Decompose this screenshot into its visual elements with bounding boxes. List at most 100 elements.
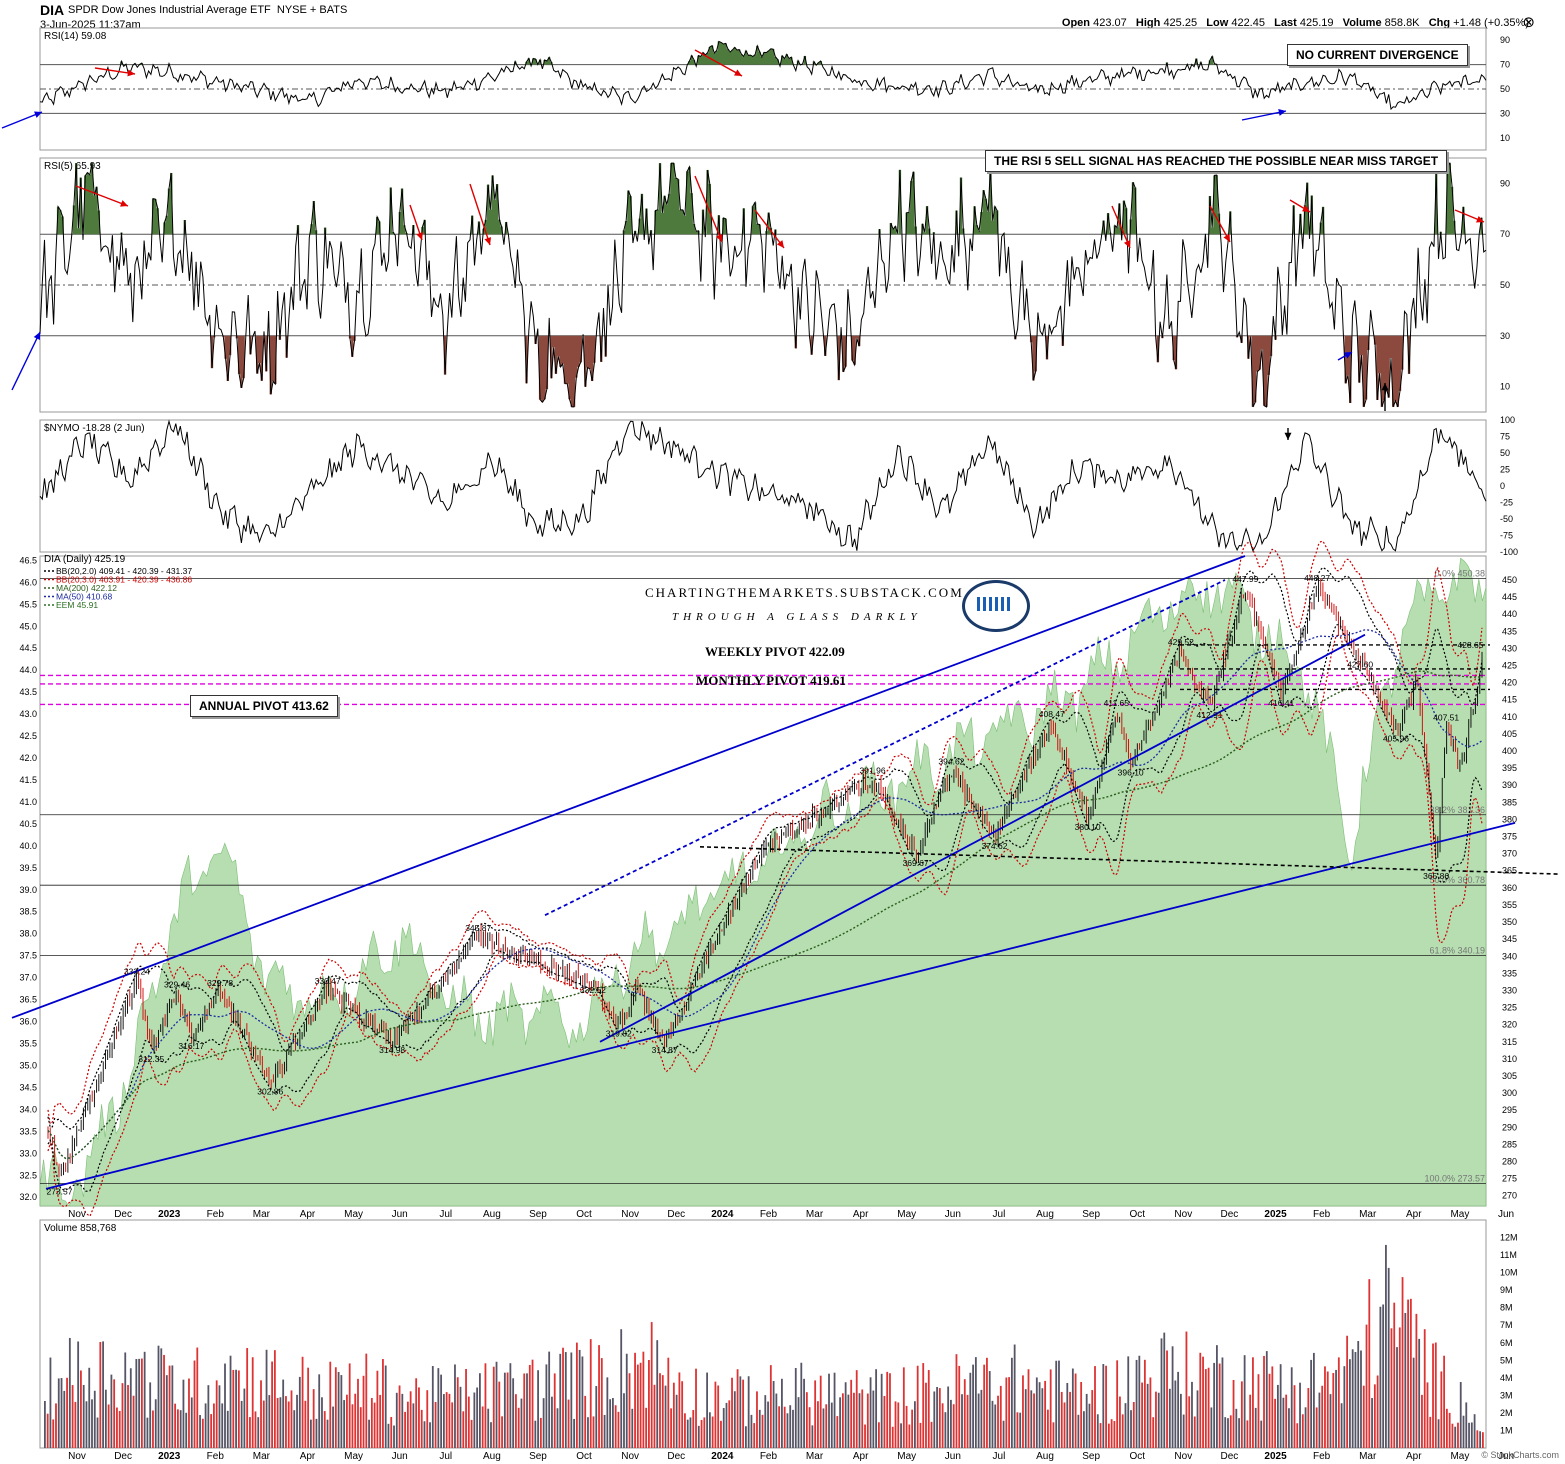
volume-tick-label: 2M — [1500, 1408, 1513, 1418]
volume-bar — [811, 1425, 814, 1448]
volume-bar — [841, 1393, 844, 1448]
volume-bar — [969, 1372, 972, 1448]
price-point-label: 329.78 — [207, 978, 233, 988]
volume-x-label: Apr — [300, 1451, 316, 1462]
volume-bar — [703, 1417, 706, 1448]
volume-bar — [1318, 1392, 1321, 1448]
volume-bar — [88, 1367, 91, 1448]
volume-bar — [1105, 1365, 1107, 1448]
volume-bar — [1005, 1377, 1008, 1448]
volume-bar — [154, 1399, 157, 1448]
volume-bar — [902, 1367, 905, 1448]
volume-bar — [686, 1419, 689, 1448]
volume-bar — [1437, 1419, 1440, 1448]
volume-bar — [575, 1342, 578, 1448]
price-point-label: 316.17 — [178, 1041, 204, 1051]
volume-bar — [71, 1385, 74, 1448]
volume-bar — [891, 1426, 894, 1448]
volume-bar — [1024, 1389, 1027, 1448]
volume-bar — [451, 1402, 454, 1448]
price-tick-label: 290 — [1502, 1122, 1517, 1132]
volume-bar — [794, 1368, 797, 1448]
volume-x-label: Aug — [483, 1451, 501, 1462]
volume-bar — [492, 1366, 495, 1448]
volume-x-label: Nov — [621, 1451, 639, 1462]
volume-bar — [994, 1404, 997, 1448]
volume-bar — [1196, 1390, 1199, 1448]
volume-bar — [135, 1359, 138, 1448]
volume-bar — [620, 1329, 623, 1448]
volume-bar — [301, 1356, 304, 1448]
volume-bar — [1193, 1416, 1196, 1448]
volume-bar — [384, 1365, 387, 1448]
volume-bar — [908, 1424, 911, 1448]
volume-x-label: Jul — [993, 1451, 1006, 1462]
nymo-panel-tick-label: 75 — [1500, 432, 1510, 442]
price-tick-label: 330 — [1502, 985, 1517, 995]
volume-bar — [193, 1360, 196, 1448]
volume-bar — [498, 1381, 501, 1448]
price-x-label: 2025 — [1264, 1209, 1287, 1220]
volume-bar — [420, 1409, 423, 1448]
price-x-label: Jul — [439, 1209, 452, 1220]
volume-bar — [1390, 1328, 1393, 1448]
settings-icon[interactable]: ⊗ — [1522, 14, 1535, 31]
volume-bar — [282, 1379, 285, 1448]
volume-bar — [1171, 1346, 1174, 1448]
volume-bar — [129, 1368, 132, 1448]
volume-bar — [160, 1348, 163, 1448]
volume-bar — [1371, 1398, 1373, 1448]
volume-bar — [196, 1347, 199, 1448]
volume-bar — [495, 1361, 498, 1448]
volume-bar — [958, 1365, 961, 1448]
volume-bar — [526, 1373, 528, 1448]
volume-bar — [143, 1351, 146, 1448]
price-point-label: 427.60 — [1347, 660, 1373, 670]
volume-bar — [321, 1397, 323, 1448]
volume-bar — [454, 1364, 456, 1448]
volume-bar — [1257, 1374, 1260, 1448]
volume-bar — [764, 1395, 767, 1448]
volume-bar — [1124, 1403, 1127, 1448]
volume-bar — [1152, 1417, 1155, 1448]
volume-bar — [506, 1372, 509, 1448]
volume-bar — [603, 1414, 606, 1448]
volume-bar — [337, 1372, 340, 1448]
price-point-label: 394.62 — [938, 756, 964, 766]
volume-bar — [431, 1366, 434, 1448]
volume-bar — [1033, 1393, 1035, 1448]
eem-tick-label: 35.0 — [19, 1060, 37, 1070]
volume-bar — [742, 1379, 745, 1448]
volume-bar — [991, 1400, 994, 1448]
price-point-label: 374.62 — [981, 841, 1007, 851]
volume-bar — [966, 1394, 969, 1448]
volume-bar — [1027, 1369, 1030, 1448]
volume-bar — [406, 1401, 409, 1448]
volume-tick-label: 1M — [1500, 1425, 1513, 1435]
volume-bar — [515, 1394, 517, 1448]
volume-bar — [733, 1391, 736, 1448]
monthly-pivot-label: MONTHLY PIVOT 419.61 — [696, 673, 846, 688]
bb3-upper — [47, 540, 1483, 1126]
volume-bar — [412, 1403, 415, 1448]
rsi5-divergence-arrow — [75, 185, 129, 207]
volume-bar — [889, 1373, 891, 1448]
volume-bar — [445, 1392, 448, 1448]
volume-bar — [276, 1397, 279, 1448]
volume-bar — [157, 1345, 160, 1448]
volume-bar — [362, 1375, 365, 1448]
volume-bar — [229, 1355, 232, 1448]
volume-bar — [900, 1423, 902, 1448]
rsi5-panel-tick-label: 50 — [1500, 280, 1510, 290]
volume-bar — [373, 1402, 376, 1448]
volume-bar — [861, 1389, 864, 1448]
volume-bar — [922, 1363, 925, 1448]
volume-bar — [429, 1422, 431, 1448]
volume-bar — [1337, 1357, 1340, 1448]
price-tick-label: 385 — [1502, 797, 1517, 807]
volume-bar — [503, 1372, 506, 1448]
volume-bar — [789, 1405, 792, 1448]
volume-bar — [548, 1351, 551, 1448]
volume-bar — [880, 1373, 883, 1448]
volume-bar — [1354, 1352, 1357, 1448]
